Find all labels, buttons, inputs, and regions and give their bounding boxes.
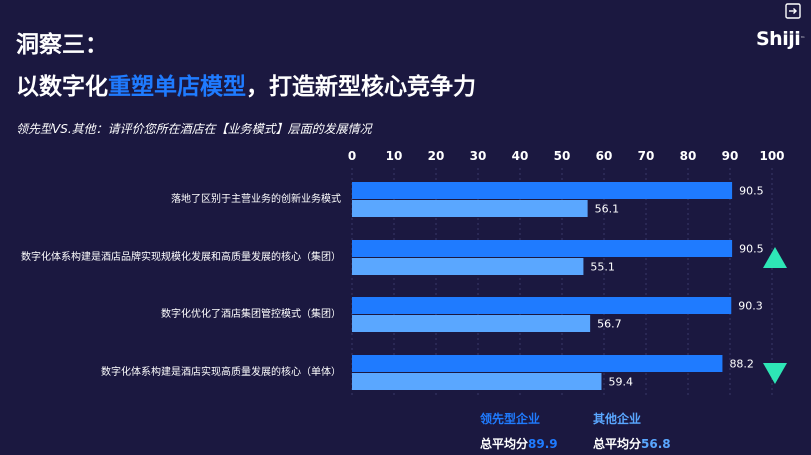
leader-bar — [352, 182, 733, 199]
leader-bar — [352, 355, 723, 372]
other-bar — [352, 258, 584, 275]
legend-leader-avg-value: 89.9 — [528, 437, 558, 451]
legend-other-avg-prefix: 总平均分 — [593, 437, 642, 451]
page-title: 洞察三： — [16, 32, 108, 58]
data-label: 55.1 — [590, 261, 615, 274]
leader-bar — [352, 240, 733, 257]
legend-leader-average: 总平均分89.9 — [480, 436, 558, 452]
data-label: 56.7 — [597, 318, 622, 331]
x-tick-label: 90 — [722, 149, 739, 163]
x-tick-label: 40 — [512, 149, 529, 163]
x-tick-label: 80 — [680, 149, 697, 163]
other-bar — [352, 315, 591, 332]
data-label: 90.5 — [739, 185, 764, 198]
x-tick-label: 30 — [470, 149, 487, 163]
x-tick-label: 70 — [638, 149, 655, 163]
headline-prefix: 以数字化 — [16, 74, 108, 100]
legend-leader-avg-prefix: 总平均分 — [480, 437, 529, 451]
headline-suffix: ，打造新型核心竞争力 — [246, 74, 476, 100]
data-label: 90.5 — [739, 243, 764, 256]
legend-leader-label: 领先型企业 — [480, 412, 541, 426]
triangle-down-icon — [763, 363, 787, 384]
x-tick-label: 20 — [428, 149, 445, 163]
exit-icon[interactable] — [784, 2, 802, 20]
category-label: 数字化体系构建是酒店品牌实现规模化发展和高质量发展的核心（集团） — [21, 250, 341, 263]
leader-bar — [352, 297, 732, 314]
x-tick-label: 10 — [386, 149, 403, 163]
other-bar — [352, 373, 602, 390]
page-headline: 以数字化重塑单店模型，打造新型核心竞争力 — [16, 72, 476, 102]
x-tick-label: 60 — [596, 149, 613, 163]
legend-other-average: 总平均分56.8 — [593, 436, 671, 452]
other-bar — [352, 200, 588, 217]
data-label: 88.2 — [729, 358, 754, 371]
brand-logo: Shiji™ — [756, 28, 805, 50]
data-label: 56.1 — [595, 203, 620, 216]
data-label: 59.4 — [608, 376, 633, 389]
category-label: 数字化优化了酒店集团管控模式（集团） — [161, 307, 341, 320]
chart-subtitle: 领先型VS.其他：请评价您所在酒店在【业务模式】层面的发展情况 — [16, 122, 372, 136]
headline-highlight: 重塑单店模型 — [108, 74, 246, 100]
triangle-up-icon — [763, 247, 787, 268]
legend-other-avg-value: 56.8 — [641, 437, 671, 451]
x-tick-label: 0 — [348, 149, 356, 163]
category-label: 落地了区别于主营业务的创新业务模式 — [171, 192, 341, 205]
x-tick-label: 50 — [554, 149, 571, 163]
legend-other-label: 其他企业 — [593, 412, 642, 426]
x-tick-label: 100 — [759, 149, 784, 163]
category-label: 数字化体系构建是酒店实现高质量发展的核心（单体） — [101, 365, 341, 378]
data-label: 90.3 — [738, 300, 763, 313]
